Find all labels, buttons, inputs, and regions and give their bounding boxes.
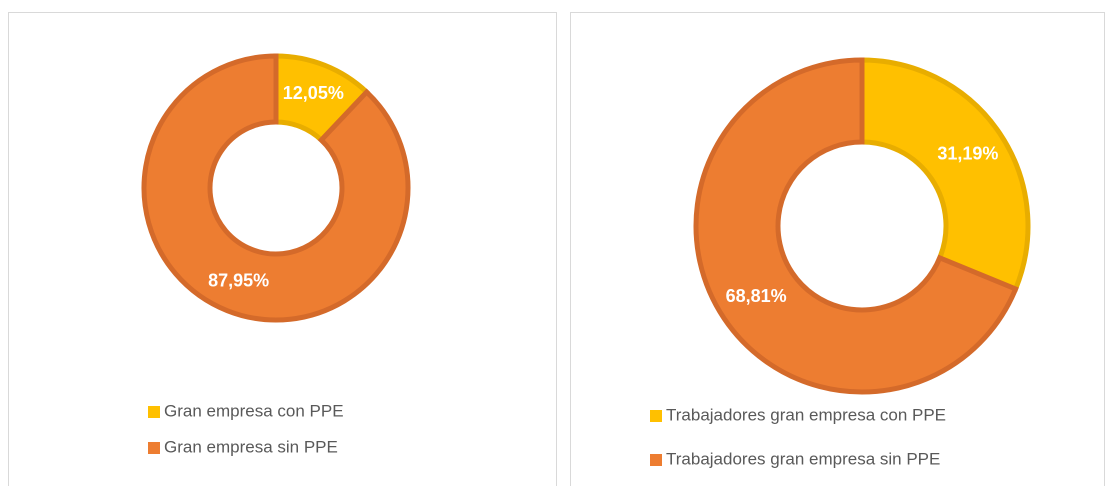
legend-swatch (148, 442, 160, 454)
panel-border (8, 12, 557, 486)
legend-swatch (650, 410, 662, 422)
legend-swatch (148, 406, 160, 418)
data-label: 31,19% (937, 144, 998, 164)
donut-slice (693, 57, 1019, 395)
data-label: 68,81% (726, 286, 787, 306)
legend-label: Trabajadores gran empresa sin PPE (666, 449, 940, 468)
legend-label: Gran empresa sin PPE (164, 437, 338, 456)
donut-slice (859, 57, 1031, 293)
panel-border (570, 12, 1105, 486)
data-label: 87,95% (208, 271, 269, 291)
donut-slice (141, 53, 411, 323)
legend-swatch (650, 454, 662, 466)
legend-label: Gran empresa con PPE (164, 401, 344, 420)
legend-label: Trabajadores gran empresa con PPE (666, 405, 946, 424)
data-label: 12,05% (283, 83, 344, 103)
